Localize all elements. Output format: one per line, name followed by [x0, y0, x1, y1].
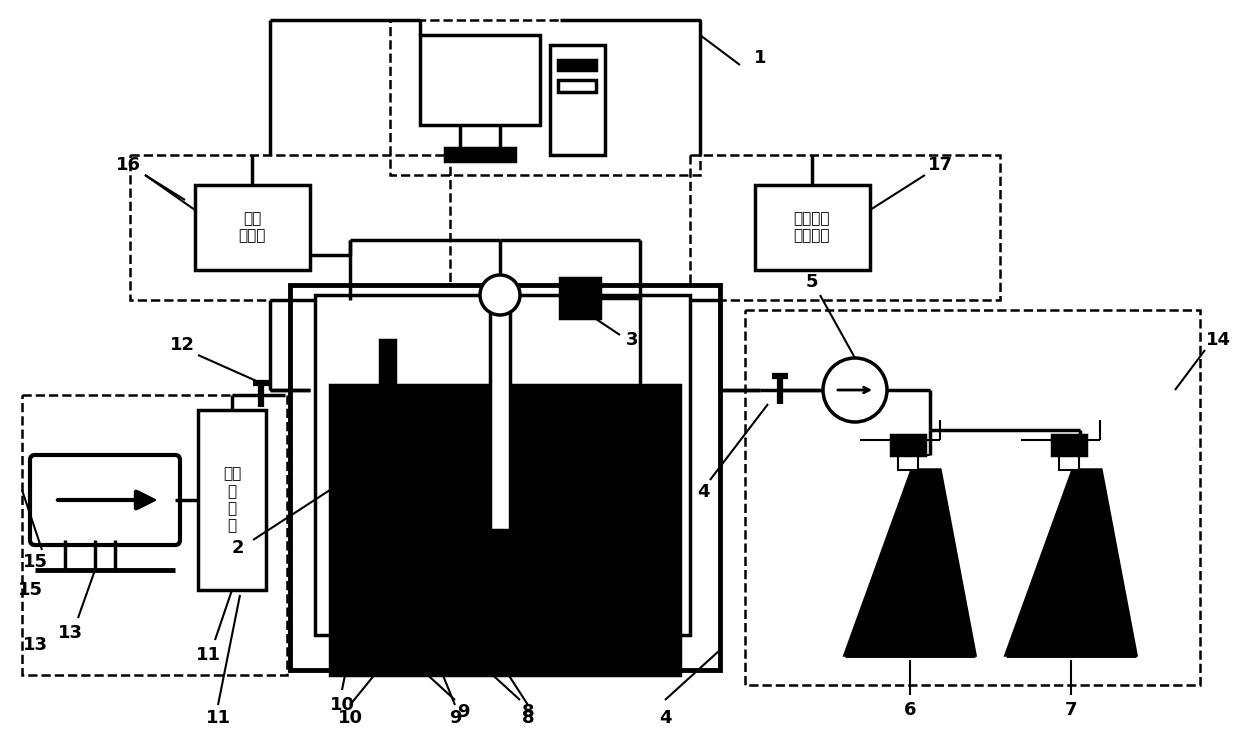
Text: 流量
控
制
器: 流量 控 制 器 [223, 466, 242, 534]
Text: 15: 15 [22, 553, 47, 571]
Text: 7: 7 [1064, 701, 1077, 719]
Bar [445, 148, 515, 161]
Text: 11: 11 [206, 709, 230, 727]
Circle shape [479, 275, 520, 315]
Polygon shape [845, 470, 975, 655]
Bar [198, 410, 266, 590]
Circle shape [823, 358, 887, 422]
Text: 9: 9 [449, 709, 461, 727]
Bar [558, 60, 596, 70]
Bar [690, 155, 1000, 300]
Text: 2: 2 [232, 539, 244, 557]
Text: 14: 14 [1206, 331, 1230, 349]
Bar [558, 80, 596, 92]
Text: 13: 13 [22, 636, 47, 654]
Text: 4: 4 [696, 483, 709, 501]
Bar [390, 20, 700, 175]
Text: 10: 10 [337, 709, 363, 727]
Text: 17: 17 [928, 156, 953, 174]
Bar [315, 295, 690, 635]
Bar [560, 278, 600, 318]
Text: 10: 10 [330, 696, 354, 714]
Text: 8: 8 [522, 703, 534, 721]
Bar [130, 155, 450, 300]
Text: 8: 8 [522, 709, 534, 727]
Text: 温度
控制器: 温度 控制器 [238, 211, 265, 243]
Bar [550, 45, 605, 155]
FancyBboxPatch shape [30, 455, 180, 545]
Bar [330, 385, 680, 675]
Bar [489, 300, 510, 530]
Bar [755, 185, 870, 270]
Bar [1059, 455, 1079, 470]
Bar [22, 395, 287, 675]
Bar [195, 185, 310, 270]
Bar [745, 310, 1201, 685]
Text: 16: 16 [115, 156, 140, 174]
Polygon shape [1006, 470, 1136, 655]
Text: 6: 6 [903, 701, 917, 719]
Text: 9: 9 [457, 703, 470, 721]
Bar [891, 435, 926, 455]
Text: 1: 1 [753, 49, 766, 67]
Text: 5: 5 [805, 273, 818, 291]
Text: 12: 12 [170, 336, 195, 354]
Bar [420, 35, 540, 125]
Bar [898, 455, 918, 470]
Text: 3: 3 [626, 331, 638, 349]
Text: 13: 13 [57, 624, 83, 642]
Bar [290, 285, 720, 670]
Bar [380, 340, 395, 495]
Text: 15: 15 [17, 581, 42, 599]
Bar [1052, 435, 1087, 455]
Text: 11: 11 [196, 646, 221, 664]
Text: 4: 4 [659, 709, 672, 727]
Text: 固定式氨
气检测仪: 固定式氨 气检测仪 [794, 211, 830, 243]
